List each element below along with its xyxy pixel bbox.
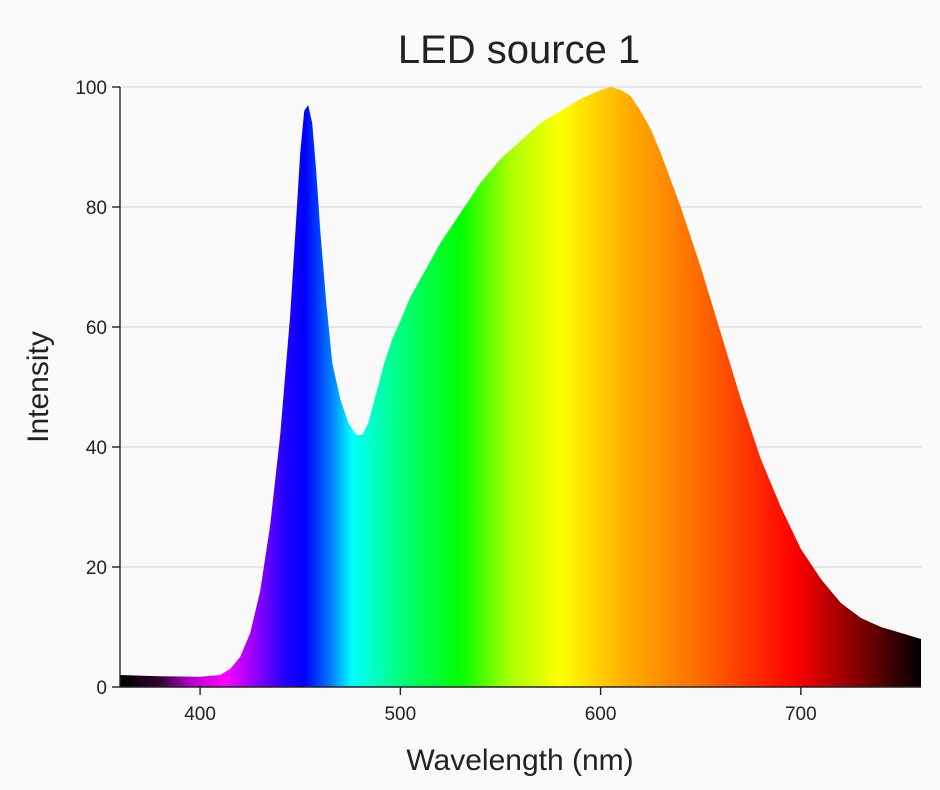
x-tick-label-600: 600 <box>585 704 617 725</box>
y-axis-label: Intensity <box>22 331 55 443</box>
axes <box>119 87 921 688</box>
y-tick-label-80: 80 <box>86 198 107 219</box>
y-tick-label-0: 0 <box>96 678 107 699</box>
y-tick-label-100: 100 <box>75 78 107 99</box>
spectrum-area <box>120 87 921 687</box>
x-tick-label-500: 500 <box>384 704 416 725</box>
y-tick-label-40: 40 <box>86 438 107 459</box>
x-axis-ticks: 400 500 600 700 <box>184 687 817 725</box>
y-tick-label-20: 20 <box>86 558 107 579</box>
y-axis-ticks: 0 20 40 60 80 100 <box>75 78 120 699</box>
x-axis-label: Wavelength (nm) <box>406 744 633 777</box>
x-tick-label-700: 700 <box>785 704 817 725</box>
chart-title: LED source 1 <box>398 28 640 72</box>
y-tick-label-60: 60 <box>86 318 107 339</box>
x-tick-label-400: 400 <box>184 704 216 725</box>
